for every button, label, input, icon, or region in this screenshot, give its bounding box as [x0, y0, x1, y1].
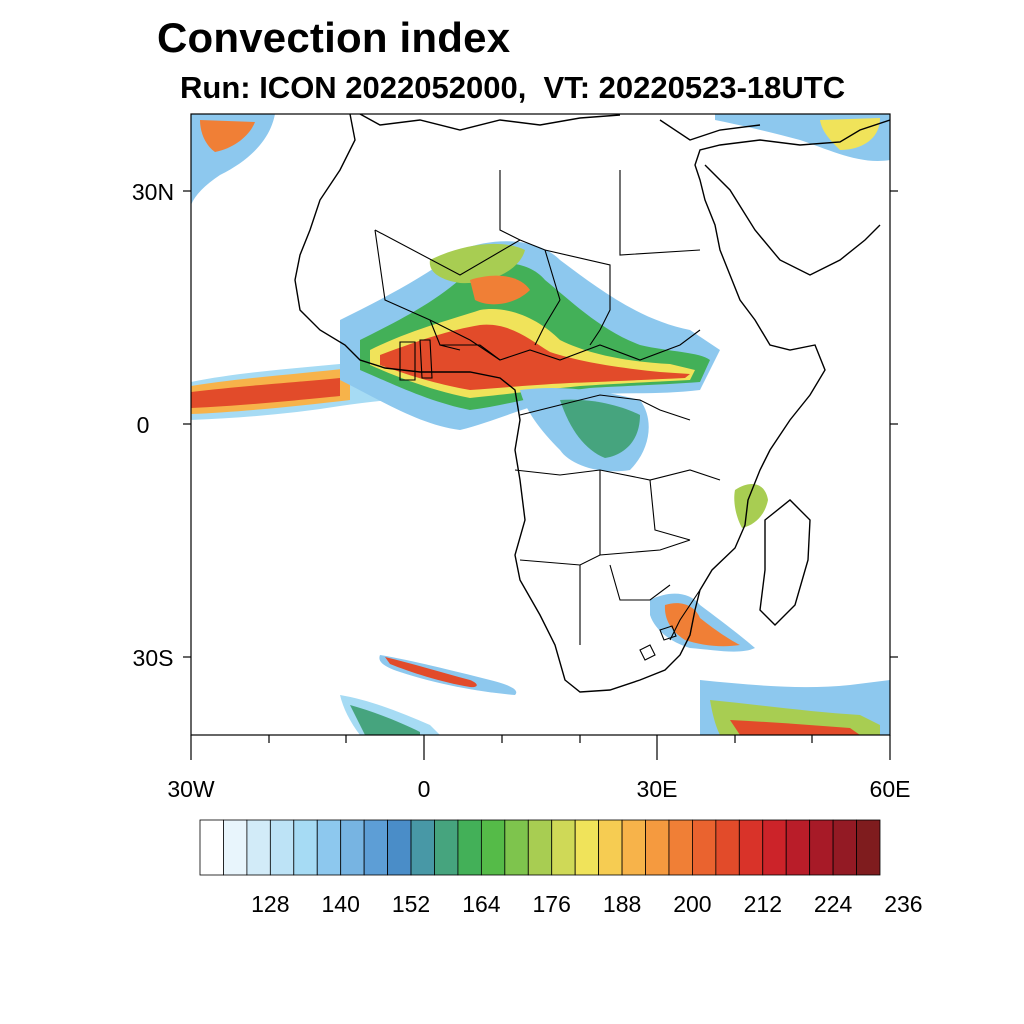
country-borders	[374, 170, 721, 661]
colorbar-cell	[645, 819, 670, 876]
colorbar-tick-label: 200	[673, 891, 711, 917]
colorbar	[199, 819, 881, 876]
colorbar-cell	[434, 819, 459, 876]
colorbar-cell	[574, 819, 600, 876]
lon-label-30w: 30W	[167, 776, 215, 802]
colorbar-tick-label: 212	[744, 891, 782, 917]
lat-label-30s: 30S	[133, 645, 174, 671]
colorbar-cell	[504, 819, 529, 876]
colorbar-tick-label: 128	[251, 891, 289, 917]
colorbar-labels: 128 140 152 164 176 188 200 212 224 236	[251, 891, 922, 917]
colorbar-tick-label: 176	[533, 891, 571, 917]
colorbar-tick-label: 152	[392, 891, 430, 917]
colorbar-cell	[527, 819, 553, 876]
lat-label-30n: 30N	[132, 179, 174, 205]
colorbar-cell	[480, 819, 506, 876]
axis-ticks	[183, 190, 898, 760]
colorbar-cell	[293, 819, 318, 876]
map-subtitle: Run: ICON 2022052000, VT: 20220523-18UTC	[180, 70, 846, 105]
colorbar-cell	[621, 819, 646, 876]
colorbar-cell	[269, 819, 295, 876]
colorbar-tick-label: 164	[462, 891, 501, 917]
colorbar-tick-label: 224	[814, 891, 853, 917]
coastlines	[294, 114, 890, 693]
colorbar-cell	[246, 819, 271, 876]
colorbar-cell	[410, 819, 435, 876]
colorbar-cell	[363, 819, 388, 876]
lon-label-30e: 30E	[637, 776, 678, 802]
colorbar-cell	[738, 819, 764, 876]
colorbar-cell	[668, 819, 693, 876]
colorbar-cell	[551, 819, 576, 876]
colorbar-cell	[856, 819, 881, 876]
lon-label-60e: 60E	[870, 776, 911, 802]
convection-field	[191, 114, 890, 735]
map-title: Convection index	[157, 14, 511, 61]
lat-label-0: 0	[137, 412, 150, 438]
colorbar-cell	[832, 819, 857, 876]
colorbar-tick-label: 236	[884, 891, 922, 917]
colorbar-cell	[809, 819, 834, 876]
colorbar-cell	[457, 819, 482, 876]
colorbar-cell	[223, 819, 248, 876]
lon-label-0: 0	[418, 776, 431, 802]
colorbar-cell	[692, 819, 717, 876]
colorbar-cell	[598, 819, 623, 876]
colorbar-tick-label: 188	[603, 891, 641, 917]
colorbar-cell	[387, 819, 412, 876]
colorbar-cell	[316, 819, 342, 876]
colorbar-cell	[340, 819, 365, 876]
axis-labels: 30N 0 30S 30W 0 30E 60E	[132, 179, 911, 802]
colorbar-cell	[785, 819, 811, 876]
colorbar-cell	[199, 819, 224, 876]
colorbar-tick-label: 140	[322, 891, 360, 917]
colorbar-cell	[762, 819, 787, 876]
colorbar-cell	[715, 819, 740, 876]
